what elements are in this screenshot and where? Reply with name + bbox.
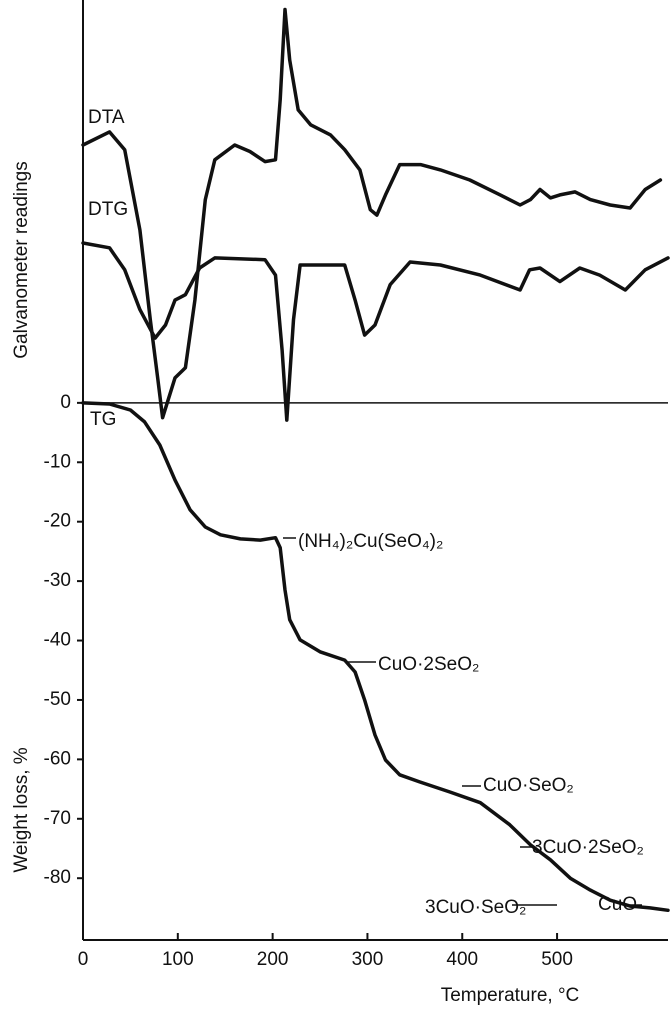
x-tick-label: 0 <box>78 949 89 970</box>
y-tick-label: -60 <box>44 748 71 769</box>
x-tick-label: 400 <box>446 949 478 970</box>
annotation: CuO <box>598 894 637 915</box>
y-tick-label: -10 <box>44 451 71 472</box>
x-tick-label: 500 <box>541 949 573 970</box>
annotation: CuO·2SeO₂ <box>378 654 479 675</box>
x-tick-label: 200 <box>257 949 289 970</box>
x-tick-label: 300 <box>352 949 384 970</box>
y-tick-label: -80 <box>44 867 71 888</box>
y-axis-label: Galvanometer readings <box>11 161 32 359</box>
x-tick-label: 100 <box>162 949 194 970</box>
series-line <box>81 7 663 420</box>
x-axis-label: Temperature, °C <box>441 985 580 1006</box>
y-tick-label: -70 <box>44 808 71 829</box>
y-tick-label: -40 <box>44 630 71 651</box>
annotation: (NH₄)₂Cu(SeO₄)₂ <box>298 531 443 552</box>
series-line <box>81 241 670 422</box>
series-label: DTG <box>88 199 128 220</box>
y2-axis-label: Weight loss, % <box>11 747 32 872</box>
y-tick-label: -50 <box>44 689 71 710</box>
series-line <box>81 401 670 913</box>
series-label: DTA <box>88 107 125 128</box>
annotation: 3CuO·2SeO₂ <box>532 837 644 858</box>
annotation: CuO·SeO₂ <box>483 775 574 796</box>
series-label: TG <box>90 409 116 430</box>
annotation: 3CuO·SeO₂ <box>425 897 526 918</box>
y-tick-label: 0 <box>60 392 71 413</box>
y-tick-label: -30 <box>44 570 71 591</box>
y-tick-label: -20 <box>44 511 71 532</box>
